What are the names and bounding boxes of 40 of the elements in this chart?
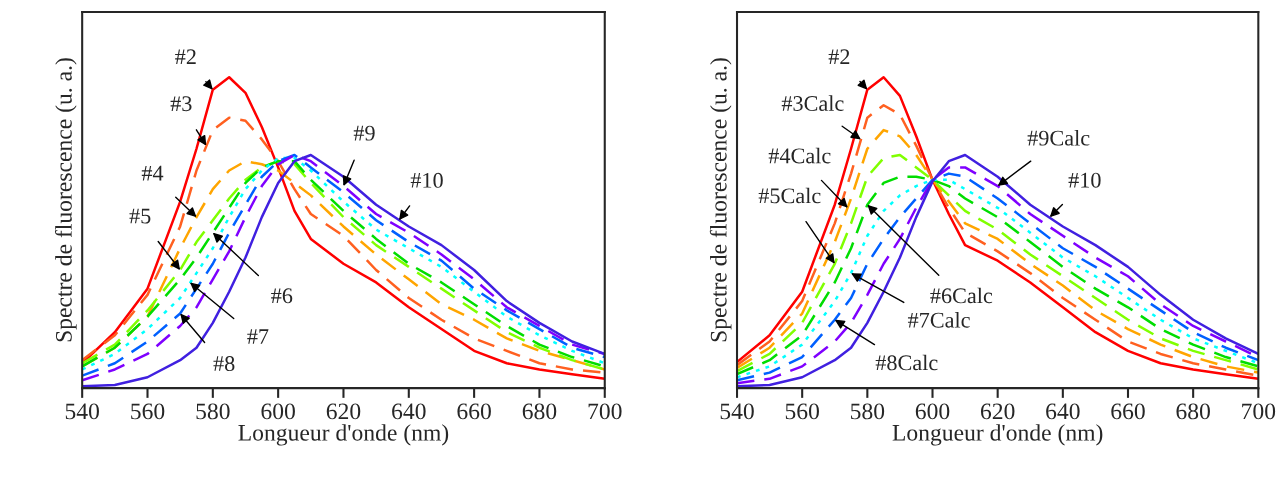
y-axis-title: Spectre de fluorescence (u. a.) [709, 58, 732, 342]
annotation: #6Calc [930, 287, 993, 304]
x-tick-label: 560 [131, 403, 165, 420]
annotation: #3Calc [781, 95, 844, 111]
x-tick-label: 660 [457, 403, 491, 420]
x-tick-label: 640 [1046, 403, 1080, 420]
x-tick-label: 580 [851, 403, 885, 420]
annotation: #10 [1068, 172, 1101, 188]
annotation: #5 [129, 208, 151, 224]
annotation: #8Calc [875, 354, 938, 371]
annotation: #2 [175, 49, 196, 65]
annotation: #7Calc [907, 312, 970, 328]
x-tick-label: 620 [980, 403, 1015, 420]
x-tick-label: 540 [720, 403, 754, 420]
x-axis-title: Longueur d'onde (nm) [238, 424, 449, 446]
annotation: #2 [828, 49, 850, 65]
x-tick-label: 680 [1176, 403, 1210, 420]
x-axis-title: Longueur d'onde (nm) [892, 424, 1103, 446]
x-tick-label: 560 [785, 403, 819, 420]
y-axis-title: Spectre de fluorescence (u. a.) [54, 58, 77, 342]
x-tick-label: 660 [1111, 403, 1145, 420]
annotation: #10 [410, 172, 443, 188]
annotation: #4 [141, 165, 164, 181]
annotation: #9 [353, 125, 375, 141]
annotation: #8 [213, 356, 235, 372]
annotation: #4Calc [768, 147, 831, 164]
x-tick-label: 600 [915, 403, 950, 420]
x-tick-label: 600 [261, 403, 295, 420]
annotation: #7 [247, 329, 269, 344]
annotation: #5Calc [758, 187, 821, 204]
annotation: #9Calc [1027, 129, 1090, 146]
annotation: #6 [271, 288, 293, 304]
annotation: #3 [170, 96, 192, 112]
x-tick-label: 680 [522, 403, 557, 420]
x-tick-label: 700 [588, 403, 622, 420]
x-tick-label: 640 [392, 403, 426, 420]
x-tick-label: 620 [326, 403, 361, 420]
x-tick-label: 580 [196, 403, 230, 420]
x-tick-label: 700 [1242, 403, 1276, 420]
x-tick-label: 540 [65, 403, 99, 420]
